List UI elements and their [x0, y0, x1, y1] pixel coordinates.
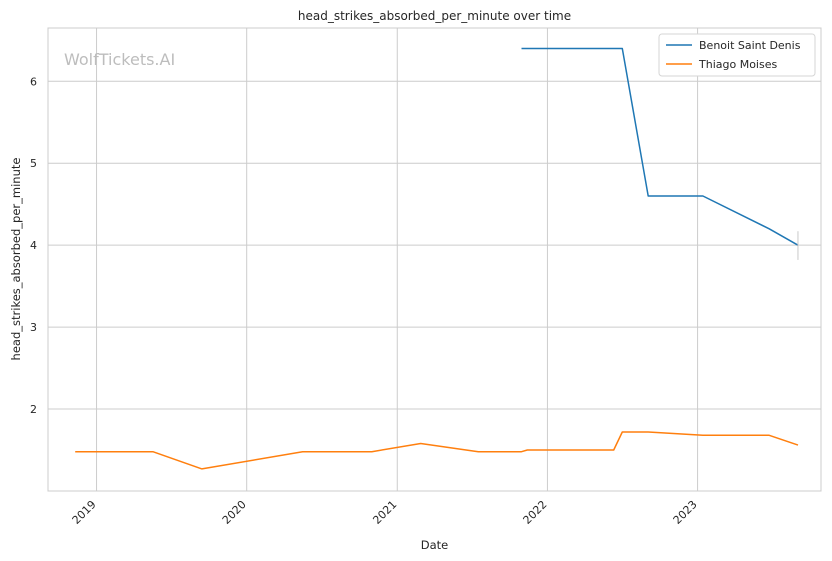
- x-tick-label: 2021: [370, 498, 399, 527]
- x-axis-label: Date: [421, 538, 449, 552]
- x-tick-label: 2022: [521, 498, 550, 527]
- watermark: WolfTickets.AI: [64, 50, 175, 69]
- y-tick-label: 6: [30, 75, 37, 88]
- series-line-1: [75, 431, 799, 470]
- legend-label-thiago-moises: Thiago Moises: [698, 58, 777, 71]
- y-tick-label: 4: [30, 239, 37, 252]
- x-tick-label: 2023: [671, 498, 700, 527]
- x-tick-label: 2020: [220, 498, 249, 527]
- grid-lines: [48, 28, 821, 491]
- legend-label-benoit-saint-denis: Benoit Saint Denis: [699, 39, 801, 52]
- series-lines: [75, 47, 799, 470]
- y-tick-label: 3: [30, 321, 37, 334]
- series-line-0: [521, 47, 799, 246]
- x-tick-label: 2019: [70, 498, 99, 527]
- y-tick-label: 2: [30, 403, 37, 416]
- plot-area: [47, 27, 822, 492]
- legend: Benoit Saint Denis Thiago Moises: [658, 33, 816, 77]
- legend-box: [658, 33, 816, 77]
- chart-title: head_strikes_absorbed_per_minute over ti…: [298, 9, 571, 23]
- y-axis-label: head_strikes_absorbed_per_minute: [9, 158, 23, 361]
- y-tick-label: 5: [30, 157, 37, 170]
